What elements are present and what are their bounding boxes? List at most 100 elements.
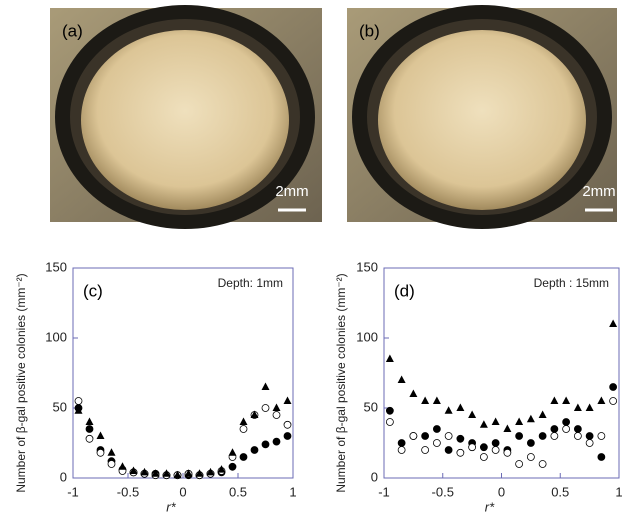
point: [385, 406, 394, 415]
point: [609, 319, 618, 327]
point: [573, 425, 582, 433]
point: [491, 417, 500, 425]
point: [573, 432, 582, 440]
point: [444, 432, 453, 440]
point: [85, 434, 94, 443]
x-axis-label: r*: [166, 499, 176, 514]
point: [239, 453, 248, 461]
panel-label: (c): [83, 281, 103, 300]
point: [85, 425, 94, 433]
point: [597, 396, 606, 404]
point: [491, 446, 500, 454]
point: [250, 410, 259, 418]
point: [456, 448, 465, 457]
point: [421, 432, 430, 440]
point: [107, 448, 116, 456]
point: [468, 443, 477, 452]
x-tick-label: -1: [67, 484, 79, 499]
point: [272, 411, 281, 419]
point: [421, 446, 430, 454]
point: [184, 469, 193, 477]
x-tick-label: 0.5: [229, 484, 247, 499]
point: [421, 396, 430, 404]
point: [409, 389, 418, 397]
point: [468, 410, 477, 418]
point: [228, 448, 237, 456]
point: [444, 406, 453, 414]
point: [283, 420, 292, 429]
point: [444, 446, 453, 454]
point: [609, 397, 618, 405]
panel-label: (d): [394, 281, 415, 300]
point: [162, 469, 171, 477]
y-axis-label: Number of β-gal positive colonies (mm⁻²): [334, 273, 348, 492]
point: [206, 467, 215, 476]
point: [456, 434, 465, 443]
x-tick-label: 1: [289, 484, 296, 499]
point: [538, 432, 547, 440]
point: [538, 460, 547, 468]
y-tick-label: 150: [45, 259, 67, 274]
photo-b: [347, 5, 617, 229]
point: [118, 462, 127, 470]
point: [409, 432, 418, 440]
point: [609, 383, 618, 391]
point: [250, 446, 259, 454]
point: [432, 439, 441, 447]
point: [397, 375, 406, 383]
x-tick-label: 0: [498, 484, 505, 499]
point: [515, 460, 524, 468]
point: [432, 396, 441, 404]
scale-label: 2mm: [275, 183, 308, 200]
point: [85, 417, 94, 425]
point: [283, 396, 292, 404]
point: [272, 403, 281, 411]
point: [385, 354, 394, 362]
y-tick-label: 0: [60, 469, 67, 484]
panel-label: (b): [359, 21, 380, 40]
point: [526, 414, 535, 423]
point: [272, 437, 281, 446]
point: [585, 403, 594, 411]
point: [585, 439, 594, 447]
plot-frame: [72, 267, 294, 479]
point: [173, 470, 182, 479]
point: [538, 410, 547, 418]
x-tick-label: 1: [615, 484, 622, 499]
point: [74, 406, 83, 414]
point: [129, 466, 138, 474]
annotation: Depth: 1mm: [218, 276, 283, 290]
point: [151, 469, 160, 477]
point: [479, 453, 488, 461]
point: [550, 396, 559, 404]
x-tick-label: -0.5: [432, 484, 454, 499]
point: [217, 465, 226, 473]
x-tick-label: 0.5: [551, 484, 569, 499]
y-tick-label: 0: [371, 469, 378, 484]
x-tick-label: -1: [378, 484, 390, 499]
point: [74, 397, 83, 405]
point: [597, 453, 606, 461]
panel-label: (a): [62, 21, 83, 40]
point: [503, 424, 512, 432]
point: [432, 425, 441, 433]
point: [503, 448, 512, 457]
point: [283, 432, 292, 440]
point: [562, 396, 571, 404]
scale-label: 2mm: [582, 183, 615, 200]
point: [96, 448, 105, 457]
annotation: Depth : 15mm: [534, 276, 609, 290]
point: [456, 403, 465, 411]
x-tick-label: -0.5: [117, 484, 139, 499]
point: [562, 425, 571, 433]
point: [550, 432, 559, 440]
y-axis-label: Number of β-gal positive colonies (mm⁻²): [14, 273, 28, 492]
point: [479, 443, 488, 452]
plot-frame: [383, 267, 620, 479]
point: [526, 453, 535, 461]
point: [261, 440, 270, 449]
y-tick-label: 100: [45, 329, 67, 344]
point: [228, 462, 237, 471]
point: [515, 432, 524, 440]
